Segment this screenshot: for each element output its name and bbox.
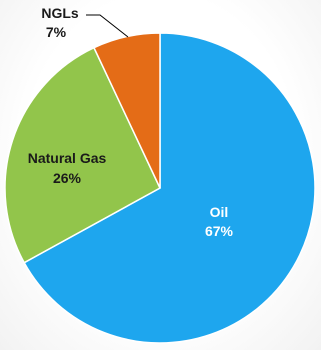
slice-ngls (93, 32, 161, 189)
slice-label-ngls: NGLs (41, 5, 79, 21)
slice-label-natural-gas: Natural Gas (28, 150, 107, 166)
slice-value-natural-gas: 26% (53, 170, 82, 186)
ngls-leader-line (86, 14, 129, 38)
slice-natural-gas (4, 46, 161, 264)
slice-value-ngls: 7% (46, 24, 67, 40)
slice-oil (23, 32, 316, 344)
slice-label-oil: Oil (210, 204, 229, 220)
slice-value-oil: 67% (205, 223, 234, 239)
